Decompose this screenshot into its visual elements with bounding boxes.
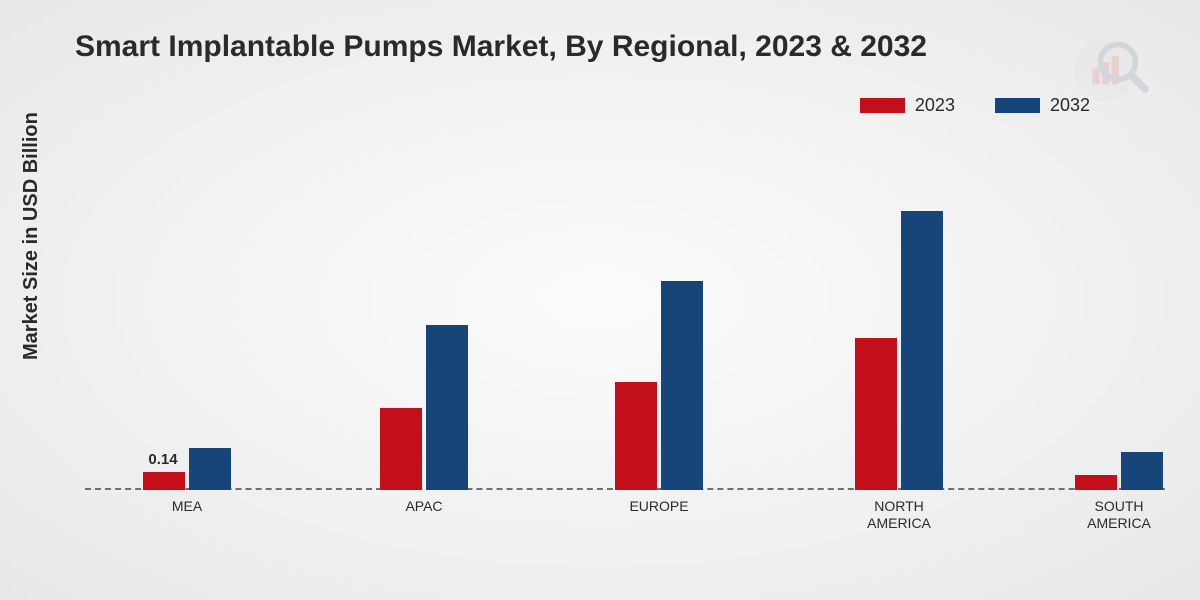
bar-2023-MEA: 0.14 [143, 472, 185, 490]
x-label-MEA: MEA [172, 498, 202, 515]
legend-swatch-2032 [995, 98, 1040, 113]
bar-group-SA: SOUTH AMERICA [1075, 452, 1163, 490]
y-axis-label: Market Size in USD Billion [20, 112, 43, 360]
bar-group-EUROPE: EUROPE [615, 281, 703, 490]
bar-group-APAC: APAC [380, 325, 468, 490]
bar-2023-EUROPE [615, 382, 657, 490]
x-label-EUROPE: EUROPE [629, 498, 688, 515]
bar-2023-SA [1075, 475, 1117, 490]
legend-item-2023: 2023 [860, 95, 955, 116]
bar-2023-NA [855, 338, 897, 490]
bar-2032-SA [1121, 452, 1163, 490]
x-label-APAC: APAC [405, 498, 442, 515]
legend-label-2023: 2023 [915, 95, 955, 116]
bar-2023-APAC [380, 408, 422, 491]
x-label-SA: SOUTH AMERICA [1087, 498, 1151, 532]
legend: 2023 2032 [860, 95, 1090, 116]
legend-swatch-2023 [860, 98, 905, 113]
bar-2032-APAC [426, 325, 468, 490]
chart-plot-area: 0.14MEA APAC EUROPE NORTH AMERICA SOUTH AMER… [85, 160, 1165, 490]
legend-item-2032: 2032 [995, 95, 1090, 116]
bar-group-MEA: 0.14MEA [143, 448, 231, 490]
data-label-MEA: 0.14 [148, 451, 177, 468]
bar-2032-NA [901, 211, 943, 490]
legend-label-2032: 2032 [1050, 95, 1090, 116]
bar-2032-MEA [189, 448, 231, 490]
x-label-NA: NORTH AMERICA [867, 498, 931, 532]
bar-group-NA: NORTH AMERICA [855, 211, 943, 490]
chart-title: Smart Implantable Pumps Market, By Regio… [75, 30, 927, 64]
bar-2032-EUROPE [661, 281, 703, 490]
